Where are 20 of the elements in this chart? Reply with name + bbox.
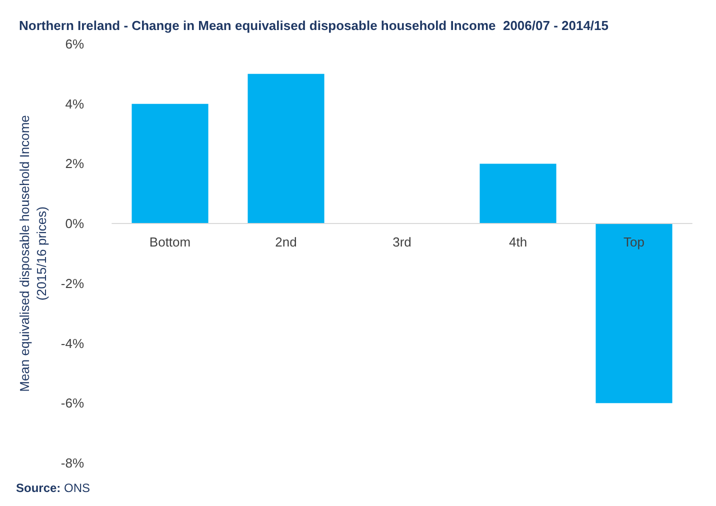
y-tick-label: -4%: [60, 336, 84, 351]
y-axis-title: Mean equivalised disposable household Income (2015/16 prices): [17, 115, 49, 392]
y-tick-label: -2%: [60, 276, 84, 291]
y-tick-label: -6%: [60, 396, 84, 411]
x-tick-label: 2nd: [275, 234, 297, 250]
y-tick-label: 6%: [65, 36, 84, 52]
bar: [480, 164, 556, 224]
x-tick-label: Bottom: [149, 234, 191, 250]
x-tick-label: Top: [624, 234, 644, 250]
y-tick-label: 4%: [65, 96, 84, 112]
y-tick-label: -8%: [60, 456, 84, 470]
bar: [132, 104, 208, 224]
source-note: Source: ONS: [16, 481, 90, 495]
chart-title: Northern Ireland - Change in Mean equivalised disposable household Income 2006/07 - 2014/15: [19, 18, 609, 33]
x-tick-label: 3rd: [392, 234, 412, 250]
bar: [248, 74, 324, 224]
y-tick-label: 0%: [65, 216, 84, 232]
x-tick-label: 4th: [508, 234, 528, 250]
bar: [596, 224, 672, 404]
y-tick-label: 2%: [65, 156, 84, 172]
